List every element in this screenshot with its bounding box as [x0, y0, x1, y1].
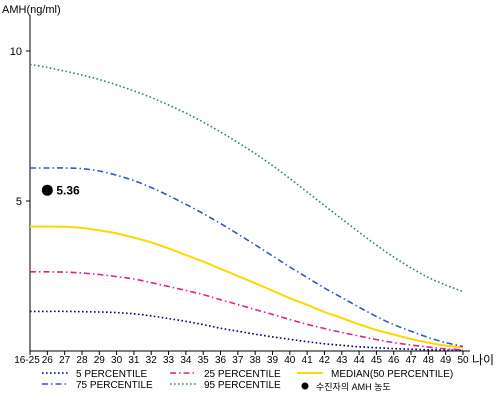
legend-label-median-50-percentile: MEDIAN(50 PERCENTILE) [331, 369, 453, 380]
x-tick-label: 29 [94, 355, 106, 366]
axes: AMH(ng/ml) 나이 [2, 4, 494, 367]
legend-label-75-percentile: 75 PERCENTILE [76, 380, 153, 391]
x-tick-label: 34 [180, 355, 192, 366]
x-tick-label: 36 [215, 355, 227, 366]
series-line-25-percentile [30, 270, 464, 351]
x-tick-label: 41 [302, 355, 314, 366]
x-tick-label: 27 [59, 355, 71, 366]
x-tick-label: 43 [336, 355, 348, 366]
legend-marker-dot [301, 382, 309, 390]
legend-label-5-percentile: 5 PERCENTILE [76, 369, 147, 380]
x-tick-label: 32 [146, 355, 158, 366]
series-line-5-percentile [30, 310, 464, 352]
y-ticks: 5 10 [10, 46, 30, 208]
x-tick-label: 45 [371, 355, 383, 366]
series-line-75-percentile [30, 167, 464, 348]
legend: 5 PERCENTILE 25 PERCENTILE MEDIAN(50 PERCE… [42, 369, 453, 392]
x-tick-label: 31 [128, 355, 140, 366]
series-line-95-percentile [29, 63, 464, 293]
x-tick-label: 26 [42, 355, 54, 366]
x-ticks: 16-25 26 27 28 29 30 31 32 33 34 35 36 37 38 39 40 41 42 4… [14, 351, 469, 366]
y-tick-label: 10 [10, 46, 22, 58]
series-lines [29, 63, 464, 352]
x-tick-label: 37 [232, 355, 244, 366]
x-tick-label: 40 [284, 355, 296, 366]
legend-label-marker: 수진자의 AMH 농도 [316, 382, 391, 392]
x-tick-label: 28 [76, 355, 88, 366]
marker-layer: 5.36 [41, 184, 80, 198]
series-line-median-50-percentile [29, 225, 464, 349]
x-tick-label: 46 [388, 355, 400, 366]
patient-amh-value-label: 5.36 [56, 184, 80, 198]
x-tick-label: 38 [250, 355, 262, 366]
x-tick-label: 47 [405, 355, 417, 366]
x-tick-label: 50 [457, 355, 469, 366]
legend-label-25-percentile: 25 PERCENTILE [204, 369, 281, 380]
x-tick-label: 16-25 [14, 355, 40, 366]
x-tick-label: 48 [423, 355, 435, 366]
y-axis-label: AMH(ng/ml) [2, 4, 61, 16]
x-tick-label: 30 [111, 355, 123, 366]
x-tick-label: 33 [163, 355, 175, 366]
x-tick-label: 49 [440, 355, 452, 366]
x-tick-label: 35 [198, 355, 210, 366]
x-tick-label: 42 [319, 355, 331, 366]
x-tick-label: 44 [354, 355, 366, 366]
legend-label-95-percentile: 95 PERCENTILE [204, 380, 281, 391]
patient-amh-point [41, 184, 53, 196]
y-tick-label: 5 [16, 196, 22, 208]
x-tick-label: 39 [267, 355, 279, 366]
x-axis-label: 나이 [472, 353, 494, 367]
